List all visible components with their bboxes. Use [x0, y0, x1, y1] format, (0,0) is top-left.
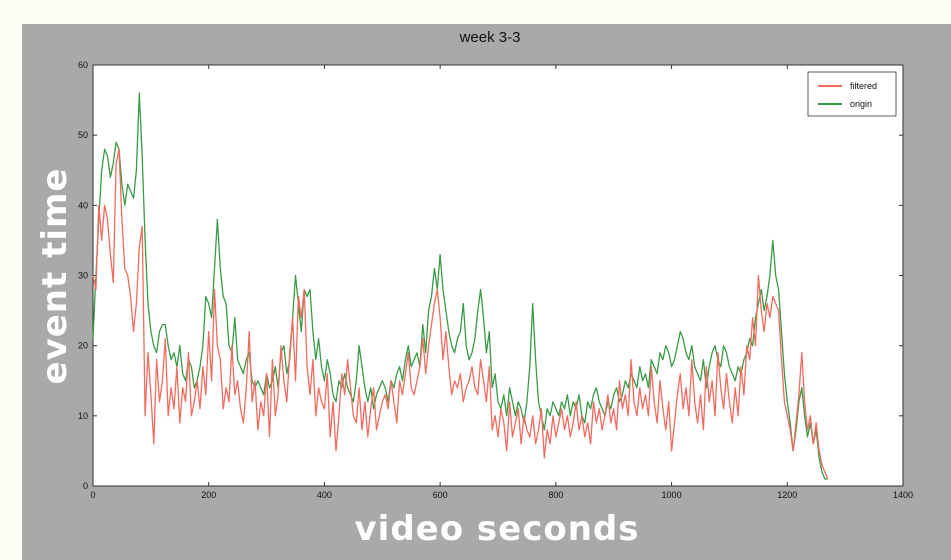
x-tick-label: 1000	[662, 490, 682, 500]
y-tick-label: 60	[78, 60, 88, 70]
x-tick-label: 800	[548, 490, 563, 500]
legend-label-filtered: filtered	[850, 81, 877, 91]
x-axis-title: video seconds	[355, 509, 640, 549]
y-tick-label: 0	[83, 481, 88, 491]
y-tick-label: 30	[78, 271, 88, 281]
x-tick-label: 1200	[777, 490, 797, 500]
y-axis: 0 10 20 30 40 50 60	[78, 60, 903, 491]
legend-box	[807, 71, 897, 117]
y-tick-label: 40	[78, 200, 88, 210]
series-line-filtered	[92, 148, 829, 480]
x-tick-label: 600	[433, 490, 448, 500]
x-tick-label: 400	[317, 490, 332, 500]
chart-title: week 3-3	[459, 29, 521, 46]
x-tick-label: 1400	[893, 490, 913, 500]
x-tick-label: 200	[201, 490, 216, 500]
legend: filtered origin	[807, 71, 897, 117]
y-tick-label: 50	[78, 130, 88, 140]
y-tick-label: 10	[78, 411, 88, 421]
x-axis: 0 200 400 600 800 1000 1200 1400	[90, 65, 913, 500]
x-tick-label: 0	[90, 490, 95, 500]
legend-label-origin: origin	[850, 99, 872, 109]
plot-area	[92, 64, 904, 487]
series-layer	[92, 92, 829, 480]
y-tick-label: 20	[78, 341, 88, 351]
y-axis-title: event time	[35, 168, 75, 385]
